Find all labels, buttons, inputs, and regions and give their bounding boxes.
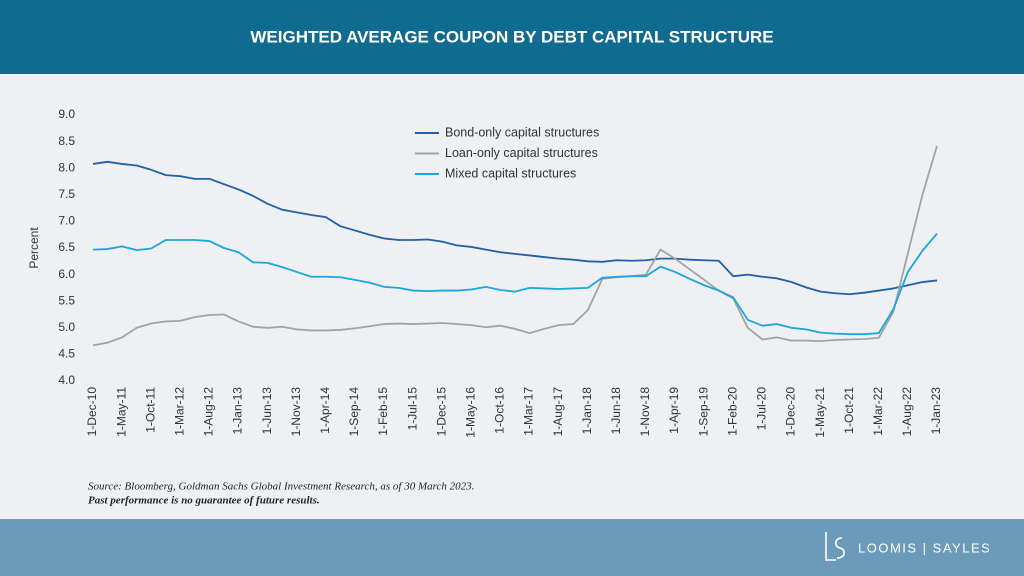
x-tick-label: 1-Aug-22 (900, 387, 914, 437)
header-band (0, 0, 1024, 74)
x-tick-label: 1-Dec-10 (85, 387, 99, 437)
legend-label: Mixed capital structures (445, 166, 576, 180)
x-tick-label: 1-Jul-15 (405, 387, 419, 431)
x-tick-label: 1-Nov-18 (638, 387, 652, 437)
x-tick-label: 1-Mar-17 (522, 387, 536, 436)
legend-label: Loan-only capital structures (445, 146, 598, 160)
y-tick-label: 6.0 (58, 267, 75, 281)
disclaimer: Past performance is no guarantee of futu… (88, 495, 320, 507)
x-tick-label: 1-Nov-13 (289, 387, 303, 437)
x-tick-label: 1-Feb-20 (725, 387, 739, 436)
series-line (92, 160, 938, 296)
x-tick-label: 1-Oct-11 (143, 387, 157, 433)
x-tick-label: 1-Apr-14 (318, 387, 332, 434)
x-tick-label: 1-Sep-14 (347, 387, 361, 437)
x-tick-label: 1-Mar-22 (871, 387, 885, 436)
y-tick-label: 9.0 (58, 107, 75, 121)
x-tick-label: 1-Jul-20 (755, 387, 769, 431)
x-tick-label: 1-Aug-12 (202, 387, 216, 437)
series-line (92, 233, 938, 336)
x-tick-label: 1-Oct-21 (842, 387, 856, 434)
logo-s (834, 537, 845, 559)
y-tick-label: 5.0 (58, 320, 75, 334)
y-tick-label: 7.5 (58, 187, 75, 201)
x-tick-label: 1-Jun-18 (609, 387, 623, 435)
y-axis-title: Percent (27, 227, 41, 269)
x-tick-label: 1-Aug-17 (551, 387, 565, 437)
x-tick-label: 1-Feb-15 (376, 387, 390, 436)
x-tick-label: 1-Jan-23 (929, 387, 943, 435)
x-tick-label: 1-May-16 (464, 387, 478, 438)
y-tick-label: 4.5 (58, 347, 75, 361)
y-tick-label: 5.5 (58, 293, 75, 307)
y-tick-label: 7.0 (58, 214, 75, 228)
x-tick-label: 1-Sep-19 (696, 387, 710, 437)
logo-mark (825, 532, 845, 561)
y-tick-label: 6.5 (58, 240, 75, 254)
legend-label: Bond-only capital structures (445, 125, 599, 139)
x-tick-label: 1-Apr-19 (667, 387, 681, 434)
x-tick-label: 1-Mar-12 (172, 387, 186, 436)
series-line (92, 145, 938, 347)
source-note: Source: Bloomberg, Goldman Sachs Global … (88, 481, 474, 493)
y-tick-label: 8.5 (58, 134, 75, 148)
x-tick-label: 1-May-21 (813, 387, 827, 438)
x-tick-label: 1-Jun-13 (260, 387, 274, 435)
x-tick-label: 1-Dec-15 (434, 387, 448, 437)
x-tick-label: 1-Oct-16 (493, 387, 507, 434)
y-tick-label: 8.0 (58, 160, 75, 174)
logo-l (825, 532, 836, 561)
x-tick-label: 1-Jan-18 (580, 387, 594, 435)
y-tick-label: 4.0 (58, 373, 75, 387)
slide-title: WEIGHTED AVERAGE COUPON BY DEBT CAPITAL … (250, 27, 773, 46)
x-tick-label: 1-Jan-13 (231, 387, 245, 435)
brand-name: LOOMIS | SAYLES (858, 540, 991, 555)
x-tick-label: 1-Dec-20 (784, 387, 798, 437)
footer-band (0, 519, 1024, 576)
x-tick-label: 1-May-11 (114, 387, 128, 437)
